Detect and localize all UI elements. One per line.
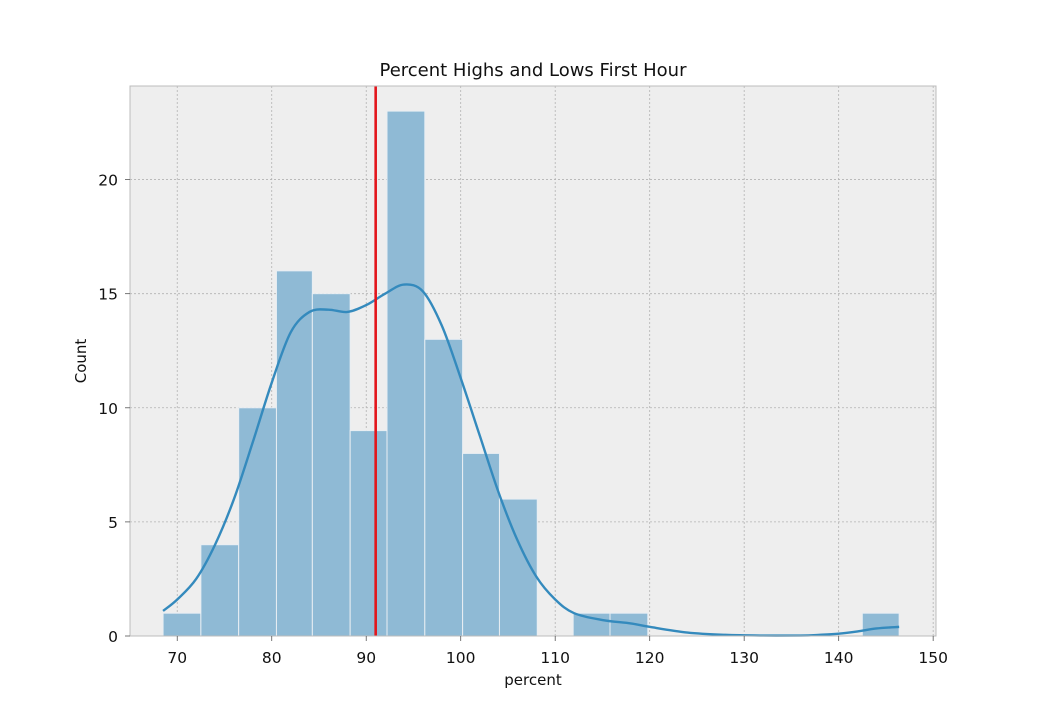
y-axis-label: Count — [72, 339, 90, 384]
y-tick-label: 10 — [98, 400, 118, 418]
histogram-bar — [572, 612, 611, 637]
x-tick-label: 80 — [262, 649, 282, 667]
histogram-bar — [424, 338, 464, 637]
x-tick-label: 70 — [167, 649, 187, 667]
x-tick-label: 120 — [635, 649, 665, 667]
histogram-bar — [386, 110, 426, 637]
y-tick-label: 5 — [108, 514, 118, 532]
x-tick-label: 150 — [918, 649, 948, 667]
x-axis-label: percent — [504, 671, 562, 689]
y-tick-label: 20 — [98, 172, 118, 190]
histogram-bars — [162, 110, 900, 637]
histogram-bar — [462, 452, 500, 637]
x-tick-label: 100 — [446, 649, 476, 667]
histogram-bar — [861, 612, 900, 637]
y-tick-label: 15 — [98, 286, 118, 304]
x-tick-label: 110 — [540, 649, 570, 667]
histogram-bar — [200, 544, 240, 637]
x-tick-label: 140 — [824, 649, 854, 667]
y-tick-label: 0 — [108, 628, 118, 646]
plot-frame — [129, 85, 937, 637]
chart-title: Percent Highs and Lows First Hour — [379, 60, 687, 81]
histogram-bar — [162, 612, 202, 637]
x-tick-label: 90 — [356, 649, 376, 667]
histogram-bar — [311, 293, 351, 637]
x-axis-ticks: 70 80 90 100 110 120 130 140 150 — [167, 636, 948, 667]
x-tick-label: 130 — [729, 649, 759, 667]
histogram-bar — [349, 430, 388, 637]
y-axis-ticks: 0 5 10 15 20 — [98, 172, 130, 646]
histogram-bar — [238, 407, 277, 637]
